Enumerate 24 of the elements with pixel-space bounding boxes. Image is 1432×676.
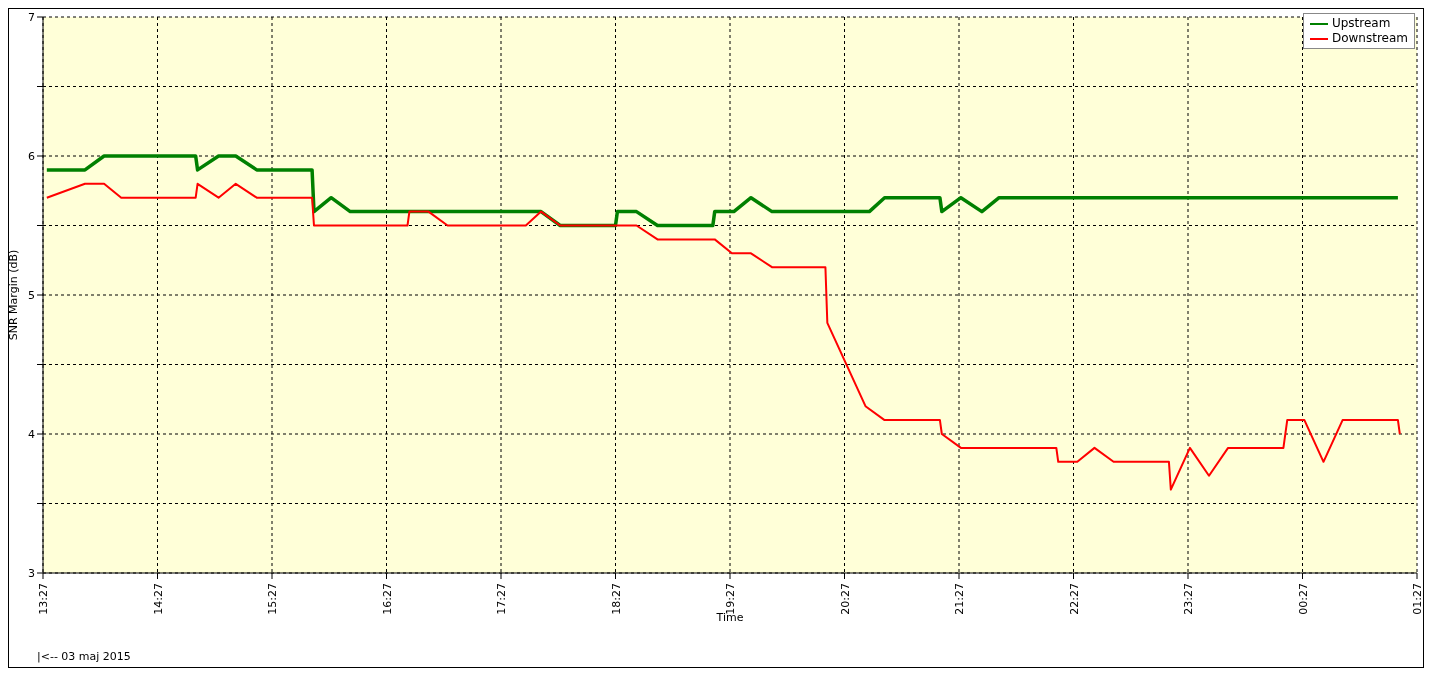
x-tick-label: 01:27 [1411,583,1424,615]
y-tick-label: 4 [28,427,35,441]
x-tick-label: 21:27 [953,583,966,615]
x-tick-label: 14:27 [151,583,165,615]
legend-label: Downstream [1331,31,1408,46]
x-tick-label: 18:27 [609,583,623,615]
text: |<-- 03 maj 2015 [37,650,131,663]
x-tick-label: 23:27 [1182,583,1195,615]
y-tick-label: 6 [28,149,35,163]
x-tick-label: 19:27 [724,583,737,615]
legend-label: Upstream [1331,16,1391,31]
x-tick-label: 00:27 [1296,583,1310,615]
y-axis-title: SNR Margin (dB) [6,249,20,341]
x-tick-label: 20:27 [838,583,852,615]
line-series [45,182,1401,491]
line-series [45,154,1400,228]
x-tick-label: 17:27 [495,583,508,615]
y-tick-label: 7 [28,10,35,24]
y-tick-label: 5 [28,288,35,302]
x-tick-label: 15:27 [266,583,279,615]
x-tick-label: 22:27 [1067,583,1081,615]
y-tick-label: 3 [28,566,35,580]
x-tick-label: 16:27 [380,583,394,615]
x-tick-label: 13:27 [37,583,50,615]
